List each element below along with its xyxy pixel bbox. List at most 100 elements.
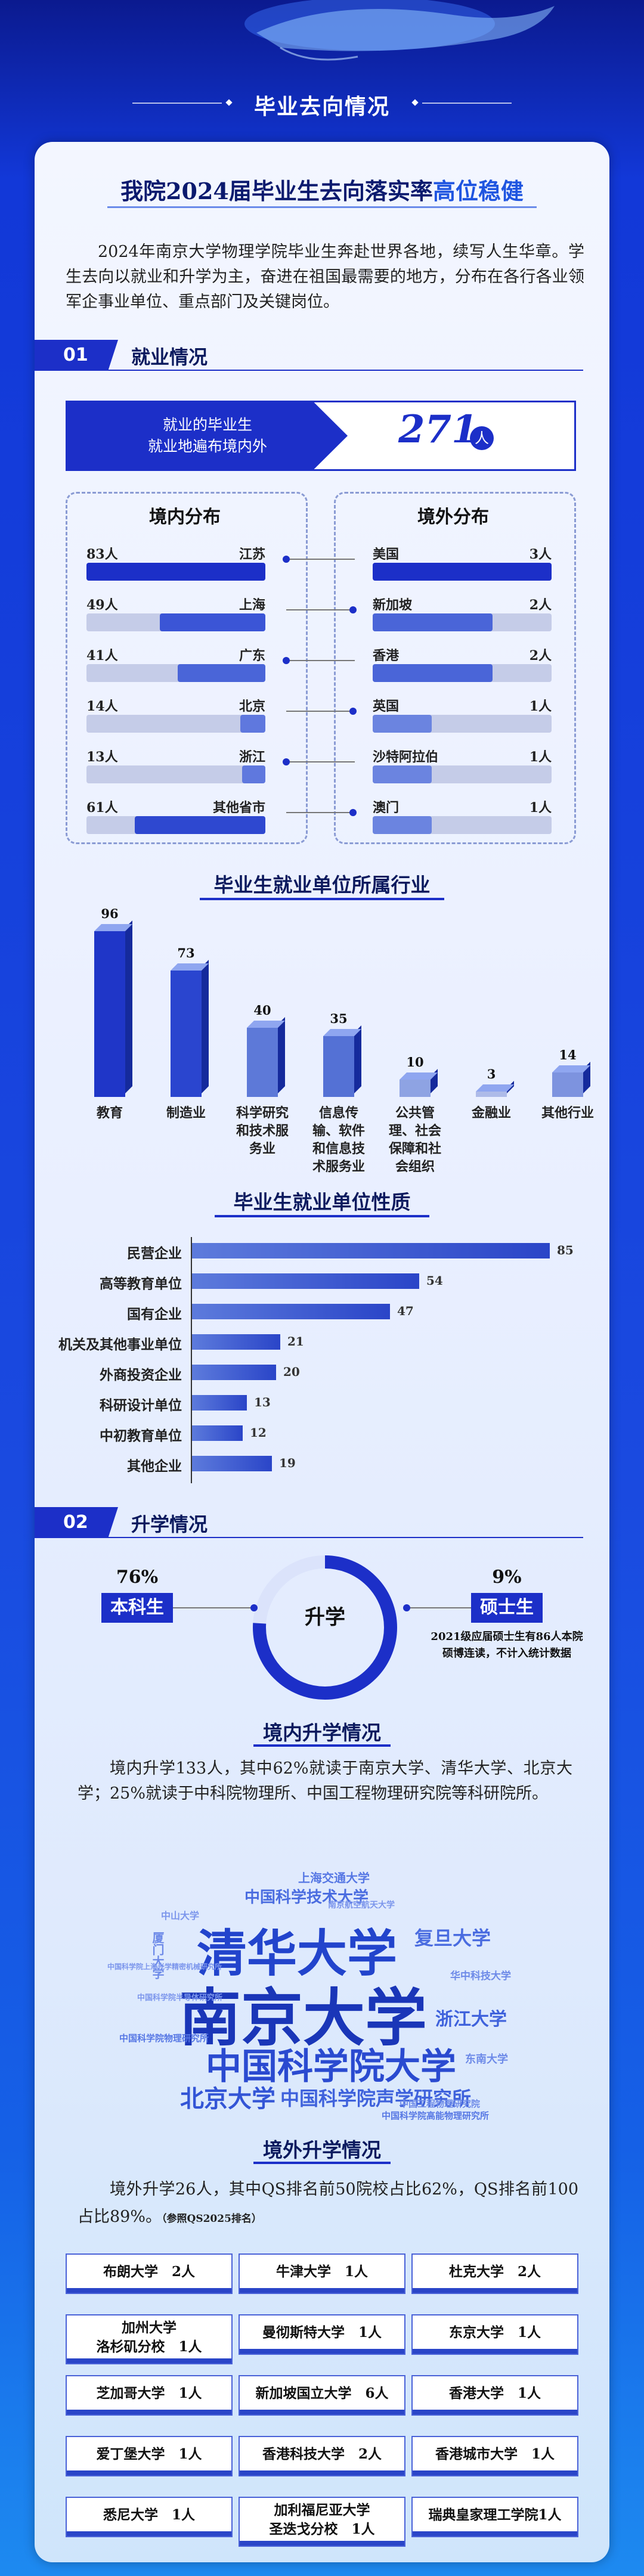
industry-bar [247, 1028, 278, 1097]
overseas-bar [373, 613, 493, 631]
region-connector-dot [349, 708, 357, 715]
ring-arc-undergrad [253, 1555, 397, 1700]
industry-label-line: 输、软件 [312, 1123, 365, 1139]
further-center-label: 升学 [305, 1605, 345, 1629]
university-box: 东京大学 1人 [411, 2314, 578, 2355]
nature-label: 中初教育单位 [100, 1428, 182, 1444]
region-connector [286, 711, 355, 712]
domestic-panel [66, 492, 308, 844]
university-box: 加州大学 洛杉矶分校 1人 [66, 2314, 233, 2364]
overseas-bar [373, 664, 493, 682]
overseas-study-title: 境外升学情况 [263, 2138, 381, 2162]
overseas-count: 2人 [529, 648, 552, 664]
nature-bar [192, 1273, 419, 1289]
overseas-bar [373, 563, 552, 581]
section2-title: 升学情况 [131, 1513, 208, 1536]
page-title: 毕业去向情况 [253, 95, 390, 119]
banner-label: 就业的毕业生 就业地遍布境内外 [67, 402, 348, 469]
overseas-name: 英国 [373, 699, 400, 714]
industry-label-line: 和信息技 [312, 1141, 365, 1157]
industry-label-line: 理、社会 [388, 1123, 441, 1139]
domestic-count: 14人 [86, 699, 118, 714]
cloud-word: 中国科学院上海光学精密机械研究所 [107, 1963, 222, 1971]
nature-bar [192, 1304, 390, 1319]
banner-line2: 就业地遍布境内外 [147, 438, 267, 455]
nature-title-underline [215, 1215, 429, 1217]
domestic-count: 49人 [86, 597, 118, 613]
domestic-study-underline [253, 1744, 391, 1747]
university-name: 香港城市大学 1人 [435, 2446, 555, 2462]
region-connector [286, 609, 355, 610]
domestic-name: 广东 [239, 648, 265, 664]
nature-label: 高等教育单位 [100, 1276, 182, 1292]
industry-bar-side [278, 1017, 285, 1093]
pg-note-line1: 2021级应届硕士生有86人本院 [431, 1630, 583, 1643]
nature-value: 21 [287, 1334, 304, 1349]
cloud-word: 复旦大学 [414, 1927, 491, 1949]
overseas-count: 1人 [529, 749, 552, 765]
university-box: 香港科技大学 2人 [239, 2436, 405, 2476]
industry-bar [94, 931, 125, 1097]
cloud-word: 上海交通大学 [298, 1871, 370, 1885]
ug-connector-dot [250, 1604, 258, 1611]
overseas-bar [373, 765, 432, 783]
overseas-bar [373, 715, 432, 733]
domestic-bar-track [86, 765, 265, 783]
overseas-name: 香港 [373, 648, 400, 664]
pg-percent: 9% [492, 1567, 522, 1588]
nature-bar [192, 1456, 272, 1471]
industry-label-line: 公共管 [395, 1105, 435, 1121]
university-name: 布朗大学 2人 [103, 2264, 195, 2280]
domestic-name: 其他省市 [212, 800, 265, 816]
intro-paragraph: 2024年南京大学物理学院毕业生奔赴世界各地，续写人生华章。学生去向以就业和升学… [66, 243, 584, 311]
overseas-name: 新加坡 [373, 597, 413, 613]
university-box: 牛津大学 1人 [239, 2253, 405, 2294]
main-title-underline [107, 206, 537, 208]
nature-title: 毕业生就业单位性质 [233, 1191, 411, 1214]
industry-label-line: 保障和社 [388, 1141, 441, 1157]
industry-value: 96 [101, 906, 119, 921]
industry-value: 3 [487, 1067, 496, 1081]
industry-bar [552, 1072, 583, 1097]
header-line-left [132, 103, 222, 104]
industry-label-line: 务业 [249, 1141, 275, 1157]
section1-number: 01 [35, 340, 118, 371]
domestic-bar [242, 765, 265, 783]
university-name: 牛津大学 1人 [275, 2264, 368, 2280]
domestic-count: 13人 [86, 749, 118, 765]
nature-label: 机关及其他事业单位 [58, 1337, 182, 1353]
industry-label-line: 制造业 [166, 1105, 206, 1121]
ug-tag: 本科生 [101, 1593, 173, 1623]
cloud-word: 中国科学技术大学 [244, 1889, 369, 1907]
domestic-name: 江苏 [239, 547, 265, 562]
region-connector-dot [283, 657, 290, 664]
industry-label: 其他行业 [534, 1104, 601, 1122]
pg-tag: 硕士生 [471, 1593, 543, 1623]
university-name: 杜克大学 2人 [448, 2264, 541, 2280]
nature-label: 其他企业 [127, 1458, 182, 1474]
nature-label: 科研设计单位 [100, 1397, 182, 1413]
university-box: 芝加哥大学 1人 [66, 2375, 233, 2416]
domestic-count: 41人 [86, 648, 118, 664]
university-box: 香港大学 1人 [411, 2375, 578, 2416]
industry-bar-side [202, 960, 209, 1093]
university-name: 香港科技大学 2人 [262, 2446, 382, 2462]
region-connector [286, 660, 355, 661]
section2-number: 02 [35, 1507, 118, 1538]
nature-value: 13 [254, 1395, 271, 1409]
overseas-title: 境外分布 [417, 507, 489, 528]
university-box: 爱丁堡大学 1人 [66, 2436, 233, 2476]
pg-connector [405, 1607, 471, 1608]
pg-connector-dot [403, 1604, 410, 1611]
university-box: 加利福尼亚大学 圣迭戈分校 1人 [239, 2497, 405, 2547]
overseas-study-source: （参照QS2025排名） [162, 2213, 262, 2225]
domestic-count: 61人 [86, 800, 118, 816]
overseas-study-text: 境外升学26人，其中QS排名前50院校占比62%，QS排名前100占比89%。（… [78, 2176, 578, 2233]
nature-axis [191, 1237, 192, 1483]
overseas-count: 2人 [529, 597, 552, 613]
nature-bar [192, 1425, 243, 1441]
industry-value: 10 [406, 1055, 424, 1070]
industry-bar [323, 1036, 354, 1097]
industry-bar [476, 1092, 507, 1097]
